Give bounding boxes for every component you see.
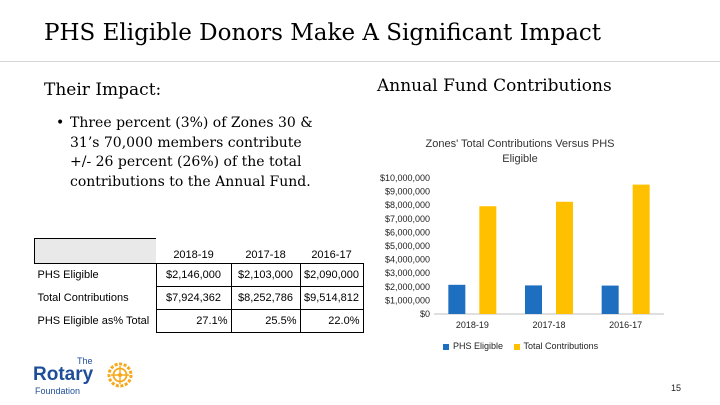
legend-label: Total Contributions: [523, 341, 599, 351]
y-tick-label: $4,000,000: [385, 255, 430, 265]
table-row-label: PHS Eligible: [37, 269, 99, 282]
bar-total-contributions: [632, 184, 650, 314]
bar-total-contributions: [556, 201, 573, 314]
rotary-wheel-icon: [107, 362, 133, 388]
table-cell: $9,514,812: [299, 286, 364, 310]
table-header-cell: 2017-18: [231, 238, 300, 264]
y-tick-label: $7,000,000: [385, 214, 430, 224]
logo-text-rotary: Rotary: [33, 364, 94, 385]
y-tick-label: $6,000,000: [385, 227, 430, 237]
table-header-cell: [34, 238, 156, 264]
page-number: 15: [671, 383, 682, 393]
legend-swatch-icon: [443, 343, 449, 350]
table-header-row: 2018-19 2017-18 2016-17: [34, 238, 363, 264]
logo-text-the: The: [77, 356, 93, 366]
chart-title: Zones' Total Contributions Versus PHS El…: [425, 138, 615, 165]
table-row: PHS Eligible $2,146,000 $2,103,000 $2,09…: [35, 263, 364, 287]
bar-phs-eligible: [525, 285, 542, 314]
legend-label: PHS Eligible: [453, 341, 504, 351]
table-cell: $2,103,000: [230, 263, 301, 287]
y-tick-label: $1,000,000: [385, 295, 430, 305]
table-cell: $8,252,786: [230, 286, 301, 310]
annual-fund-heading: Annual Fund Contributions: [377, 76, 612, 96]
table-cell: $2,146,000: [155, 263, 232, 287]
table-header-cell: 2018-19: [156, 238, 231, 264]
legend-swatch-icon: [513, 343, 520, 350]
impact-heading: Their Impact:: [44, 80, 162, 100]
table-row-label: PHS Eligible as% Total: [37, 315, 150, 327]
impact-bullet: • Three percent (3%) of Zones 30 & 31’s …: [56, 114, 325, 192]
logo-text-foundation: Foundation: [35, 386, 81, 396]
y-tick-label: $0: [420, 309, 430, 319]
bullet-dot-icon: •: [56, 115, 65, 131]
legend-item: PHS Eligible: [443, 341, 503, 351]
table-cell: 25.5%: [230, 309, 301, 333]
y-tick-label: $5,000,000: [385, 241, 430, 251]
table-header-cell: 2016-17: [300, 238, 363, 264]
table-row-label: Total Contributions: [37, 292, 129, 304]
slide-title: PHS Eligible Donors Make A Significant I…: [44, 20, 602, 46]
rotary-foundation-logo: The Rotary Foundation: [33, 356, 143, 400]
table-cell: 22.0%: [299, 309, 364, 333]
x-tick-label: 2017-18: [532, 320, 565, 330]
contributions-bar-chart: $0 $1,000,000 $2,000,000 $3,000,000 $4,000,0…: [380, 173, 664, 330]
table-cell: $2,090,000: [299, 263, 364, 287]
y-tick-label: $2,000,000: [385, 282, 430, 292]
table-cell: $7,924,362: [155, 286, 232, 310]
impact-bullet-text: Three percent (3%) of Zones 30 & 31’s 70…: [70, 115, 313, 190]
table-row: Total Contributions $7,924,362 $8,252,78…: [35, 286, 364, 310]
chart-legend: PHS Eligible Total Contributions: [443, 341, 606, 351]
x-tick-label: 2018-19: [456, 320, 489, 330]
x-tick-label: 2016-17: [609, 320, 642, 330]
table-row: PHS Eligible as% Total 27.1% 25.5% 22.0%: [35, 309, 364, 333]
y-tick-label: $8,000,000: [385, 200, 430, 210]
title-divider: [0, 61, 720, 62]
table-cell: 27.1%: [155, 309, 232, 333]
contributions-table: 2018-19 2017-18 2016-17 PHS Eligible $2,…: [34, 238, 364, 333]
legend-item: Total Contributions: [513, 341, 599, 351]
y-tick-label: $9,000,000: [385, 187, 430, 197]
bar-phs-eligible: [601, 285, 619, 314]
y-tick-label: $10,000,000: [380, 173, 430, 183]
bar-total-contributions: [479, 206, 497, 314]
y-tick-label: $3,000,000: [385, 268, 430, 278]
bar-phs-eligible: [448, 284, 466, 314]
